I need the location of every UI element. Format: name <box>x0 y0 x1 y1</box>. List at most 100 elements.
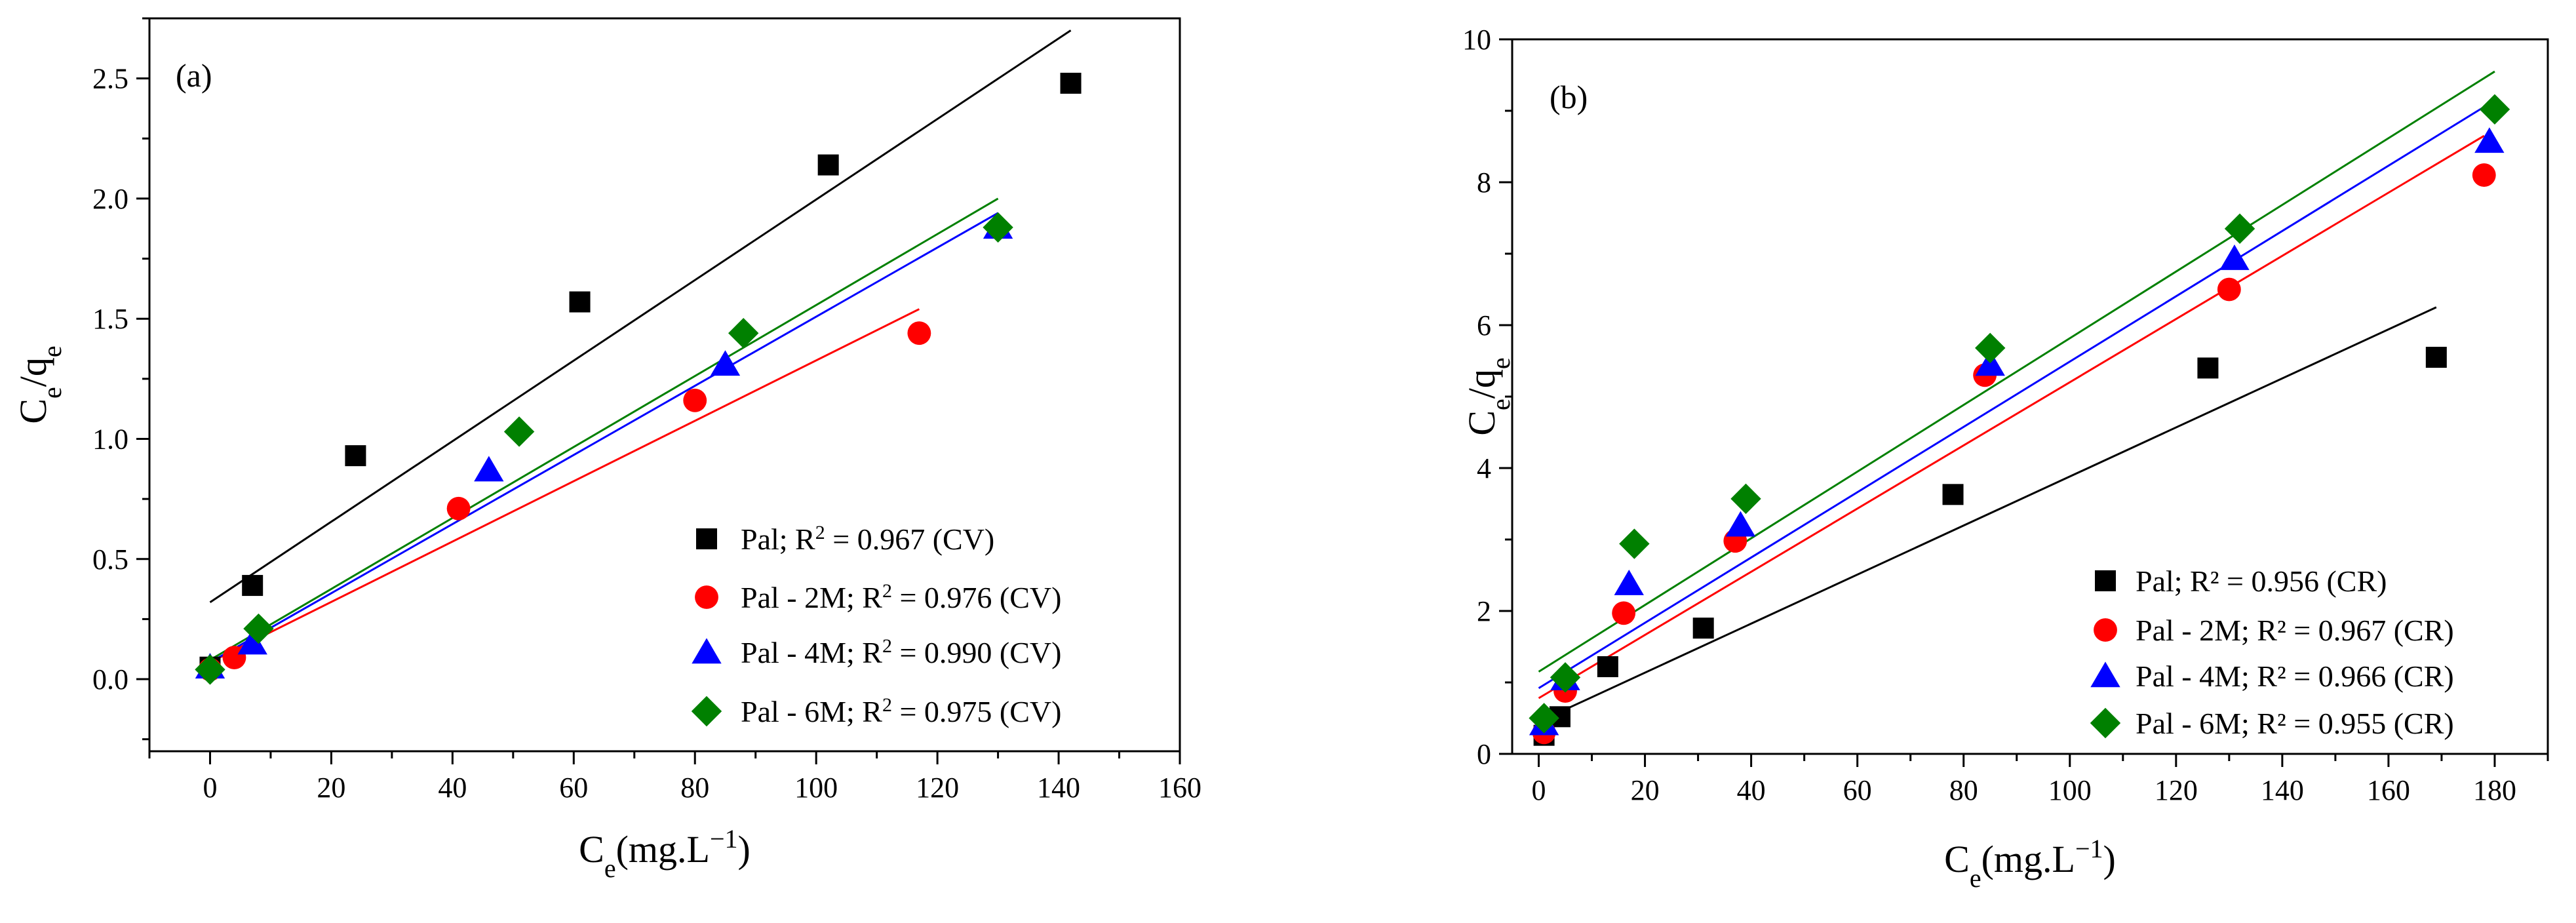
y-axis-label: Ce/qe <box>12 345 67 423</box>
x-tick-label: 140 <box>1037 772 1080 804</box>
legend-entry: Pal - 6M; R² = 0.955 (CR) <box>2136 707 2454 740</box>
data-point-pal <box>1597 656 1618 678</box>
y-tick-label: 2 <box>1477 595 1491 627</box>
data-point-pal-6m <box>243 613 274 644</box>
panel-label: (a) <box>176 57 212 94</box>
legend-entry: Pal; R² = 0.956 (CR) <box>2136 564 2387 598</box>
x-tick-label: 40 <box>438 772 467 804</box>
data-point-pal <box>2425 347 2447 368</box>
x-tick-label: 80 <box>1949 774 1978 806</box>
data-point-pal <box>569 291 591 313</box>
x-tick-label: 60 <box>1843 774 1872 806</box>
fit-line-pal-6m <box>1538 70 2495 673</box>
data-point-pal-6m <box>503 416 535 447</box>
y-axis-label: Ce/qe <box>1460 357 1515 435</box>
data-point-pal-4m <box>474 456 504 482</box>
data-point-pal-2m <box>907 321 931 345</box>
data-point-pal-4m <box>1614 569 1644 595</box>
fit-line-pal-2m <box>1538 134 2485 699</box>
x-tick-label: 0 <box>203 772 217 804</box>
legend-marker <box>691 696 722 727</box>
y-tick-label: 0 <box>1477 738 1491 770</box>
x-tick-label: 40 <box>1737 774 1766 806</box>
legend-entry: Pal; R2 = 0.967 (CV) <box>741 522 994 557</box>
fit-line-pal-4m <box>1538 102 2490 689</box>
data-point-pal-2m <box>1612 601 1636 625</box>
x-axis-label: Ce(mg.L−1) <box>579 824 751 883</box>
y-tick-label: 8 <box>1477 167 1491 199</box>
y-tick-label: 10 <box>1462 24 1491 56</box>
data-point-pal-2m <box>683 388 707 412</box>
data-point-pal-6m <box>1730 483 1761 515</box>
legend-entry: Pal - 4M; R² = 0.966 (CR) <box>2136 659 2454 693</box>
data-point-pal-6m <box>1550 662 1581 693</box>
x-tick-label: 20 <box>317 772 345 804</box>
fit-line-pal-4m <box>209 212 999 663</box>
x-tick-label: 60 <box>559 772 588 804</box>
y-tick-label: 2.5 <box>92 63 128 95</box>
legend-entry: Pal - 4M; R2 = 0.990 (CV) <box>741 635 1061 670</box>
legend-marker <box>695 585 718 609</box>
data-point-pal-6m <box>2479 94 2510 125</box>
data-point-pal-2m <box>2217 277 2241 302</box>
chart-panel-a: 0 20 40 60 80 100 120 140 160 0.0 0.5 1.0 1.5 2.0 2.5 (… <box>12 17 1201 883</box>
data-point-pal-2m <box>2472 163 2496 187</box>
data-point-pal-6m <box>2224 213 2255 245</box>
x-tick-label: 160 <box>1158 772 1201 804</box>
y-tick-label: 2.0 <box>92 183 128 215</box>
x-axis-label: Ce(mg.L−1) <box>1944 834 2116 893</box>
y-tick-label: 4 <box>1477 452 1491 484</box>
data-point-pal-6m <box>983 212 1013 243</box>
x-tick-label: 160 <box>2367 774 2410 806</box>
legend-marker <box>2090 707 2121 739</box>
legend-marker <box>692 638 722 664</box>
legend-entry: Pal - 2M; R² = 0.967 (CR) <box>2136 614 2454 647</box>
legend-marker <box>2095 570 2116 591</box>
legend-entry: Pal - 6M; R2 = 0.975 (CV) <box>741 694 1061 729</box>
legend-marker <box>2090 661 2120 688</box>
y-tick-label: 0.5 <box>92 543 128 576</box>
data-point-pal <box>242 575 263 597</box>
x-tick-label: 0 <box>1532 774 1546 806</box>
data-point-pal-6m <box>1619 528 1650 559</box>
data-point-pal-4m <box>1725 511 1756 537</box>
y-tick-label: 6 <box>1477 309 1491 342</box>
x-tick-label: 20 <box>1631 774 1660 806</box>
fit-line-pal-6m <box>209 197 999 661</box>
data-point-pal <box>2197 357 2219 379</box>
fit-line-pal <box>1538 306 2437 723</box>
data-point-pal <box>817 154 839 176</box>
legend-marker <box>2094 618 2117 642</box>
y-tick-label: 0.0 <box>92 663 128 696</box>
y-tick-label: 1.0 <box>92 423 128 455</box>
x-tick-label: 100 <box>2048 774 2092 806</box>
data-point-pal-4m <box>710 350 741 376</box>
plot-frame-a <box>148 17 1181 753</box>
x-tick-label: 120 <box>916 772 959 804</box>
data-point-pal <box>1060 72 1082 94</box>
x-tick-label: 180 <box>2473 774 2516 806</box>
legend-entry: Pal - 2M; R2 = 0.976 (CV) <box>741 580 1061 615</box>
fit-line-pal <box>209 29 1072 603</box>
legend-marker <box>696 528 717 549</box>
data-point-pal-6m <box>728 317 759 349</box>
data-point-pal-6m <box>1975 332 2006 364</box>
data-point-pal <box>345 445 366 467</box>
fit-line-pal-2m <box>209 308 920 663</box>
data-point-pal <box>1692 618 1714 639</box>
data-point-pal-6m <box>1529 703 1559 734</box>
data-point-pal-4m <box>237 629 267 655</box>
x-tick-label: 80 <box>680 772 709 804</box>
data-point-pal-2m <box>446 496 471 520</box>
panel-label: (b) <box>1550 79 1588 115</box>
y-tick-label: 1.5 <box>92 303 128 335</box>
data-point-pal-6m <box>195 654 225 685</box>
x-tick-label: 100 <box>794 772 838 804</box>
data-point-pal <box>1942 484 1964 505</box>
x-tick-label: 120 <box>2155 774 2198 806</box>
x-tick-label: 140 <box>2261 774 2304 806</box>
chart-panel-b: 0 20 40 60 80 100 120 140 160 180 0 2 4 6 8 10 (b) Pal; R… <box>1460 24 2549 893</box>
data-point-pal-4m <box>2219 245 2250 270</box>
data-point-pal-4m <box>2474 127 2505 153</box>
